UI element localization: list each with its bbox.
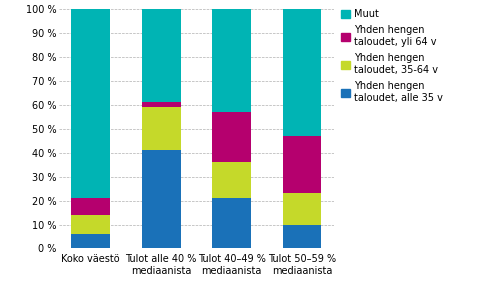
Bar [142,9,181,102]
Bar [212,112,251,162]
Bar [71,198,110,215]
Bar [283,136,322,193]
Bar [212,198,251,248]
Bar [71,215,110,234]
Legend: Muut, Yhden hengen
taloudet, yli 64 v, Yhden hengen
taloudet, 35-64 v, Yhden hen: Muut, Yhden hengen taloudet, yli 64 v, Y… [342,9,443,103]
Bar [71,234,110,248]
Bar [142,102,181,107]
Bar [283,193,322,225]
Bar [71,9,110,198]
Bar [142,150,181,248]
Bar [212,9,251,112]
Bar [283,225,322,248]
Bar [283,9,322,136]
Bar [212,162,251,198]
Bar [142,107,181,150]
